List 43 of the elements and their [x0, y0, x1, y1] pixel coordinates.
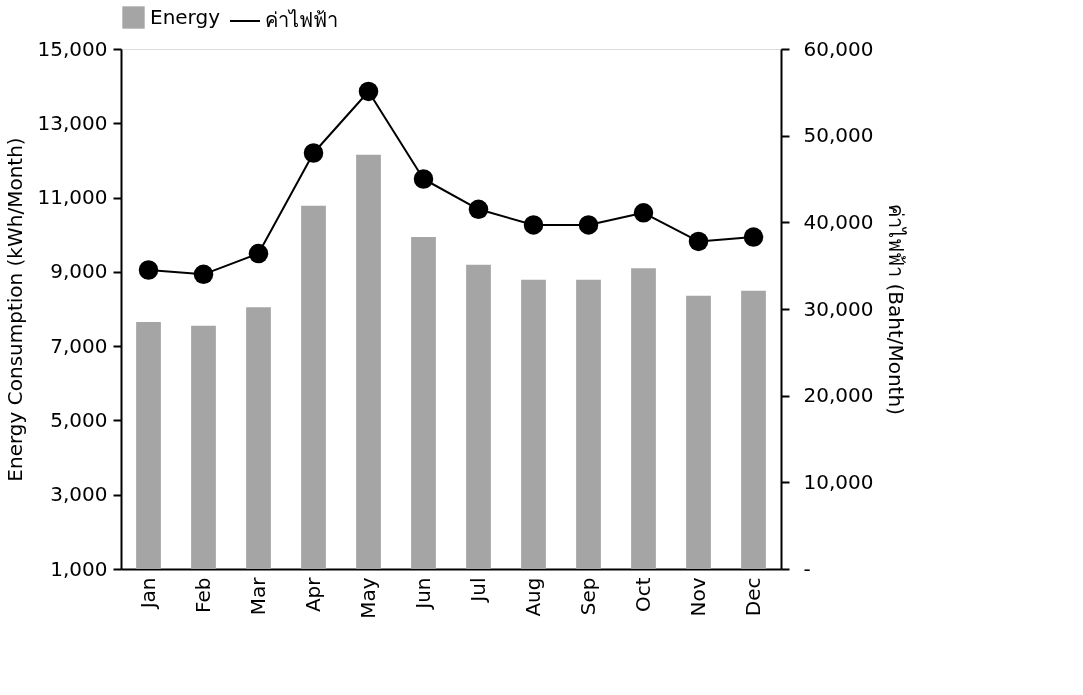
point [138, 260, 159, 280]
x-tick-label: Mar [245, 576, 270, 616]
point [633, 203, 654, 223]
x-tick-label: Nov [685, 577, 710, 617]
x-tick-label: Jun [410, 577, 435, 611]
x-tick-label: Feb [190, 577, 215, 613]
y2-tick-label: 50,000 [803, 123, 874, 148]
y2-tick-label: - [803, 556, 811, 581]
x-tick-label: Jul [465, 577, 490, 604]
x-tick-label: Apr [300, 576, 325, 613]
y2-axis-title: ค่าไฟฟ้า (Baht/Month) [884, 204, 909, 415]
x-tick-label: Jan [135, 577, 160, 611]
x-tick-label: Aug [520, 577, 545, 617]
y2-tick-label: 40,000 [803, 209, 874, 234]
legend-label: Energy [150, 4, 221, 29]
point [523, 215, 544, 235]
point [248, 243, 269, 264]
y-axis-title: Energy Consumption (kWh/Month) [2, 137, 27, 482]
point [688, 231, 709, 252]
y2-tick-label: 10,000 [803, 469, 874, 494]
point [468, 199, 489, 220]
x-tick-label: May [355, 577, 380, 619]
y-tick-label: 15,000 [37, 36, 108, 61]
point [193, 264, 214, 285]
y-tick-label: 11,000 [37, 185, 108, 210]
x-tick-label: Oct [630, 577, 655, 613]
y-tick-label: 5,000 [50, 407, 108, 432]
y2-tick-label: 20,000 [803, 383, 874, 408]
y-tick-label: 1,000 [50, 556, 108, 581]
point [578, 215, 599, 235]
x-tick-label: Sep [575, 577, 600, 616]
legend-label: ค่าไฟฟ้า [265, 8, 338, 32]
y2-tick-label: 60,000 [803, 36, 874, 61]
y-tick-label: 7,000 [50, 333, 108, 358]
y-tick-label: 3,000 [50, 482, 108, 507]
x-tick-label: Dec [740, 577, 765, 617]
y-tick-label: 13,000 [37, 110, 108, 135]
point [413, 169, 434, 189]
point [358, 81, 379, 102]
point [303, 143, 324, 163]
point [743, 227, 764, 247]
y2-tick-label: 30,000 [803, 296, 874, 321]
y-tick-label: 9,000 [50, 259, 108, 284]
